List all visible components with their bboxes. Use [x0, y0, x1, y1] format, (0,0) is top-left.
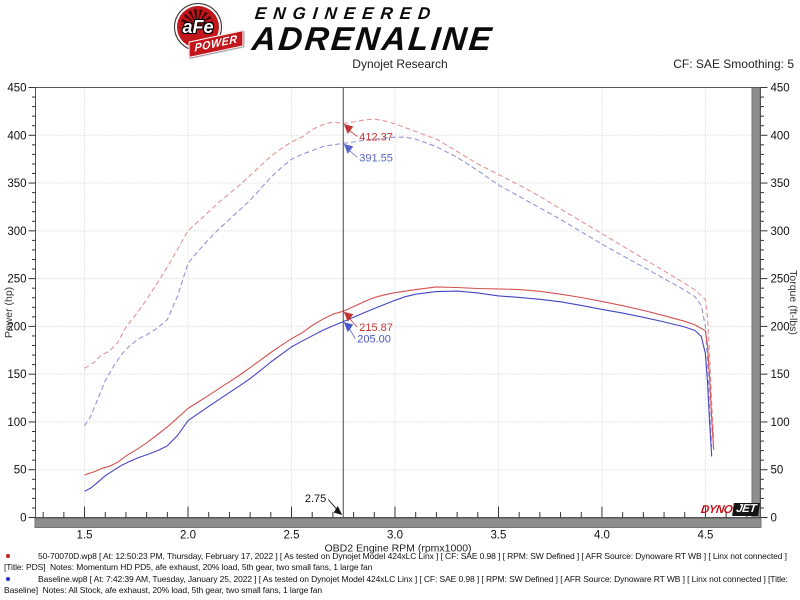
curve-1	[84, 118, 715, 440]
marker-leader	[349, 130, 358, 137]
plot-frame	[35, 87, 761, 518]
svg-text:450: 450	[771, 83, 790, 95]
svg-text:50: 50	[14, 465, 27, 477]
svg-text:2.5: 2.5	[284, 530, 300, 542]
smoothing-setting: CF: SAE Smoothing: 5	[673, 57, 794, 71]
dynojet-logo-dyno: DYNO	[700, 503, 734, 516]
svg-text:200: 200	[771, 321, 790, 333]
y-axis-title-power: Power (hp)	[3, 287, 15, 338]
cursor-arrow-icon	[343, 322, 354, 333]
plot-area	[35, 87, 761, 518]
svg-text:4.5: 4.5	[697, 530, 713, 542]
svg-text:450: 450	[7, 83, 26, 95]
cursor-value-label: 205.00	[357, 334, 391, 346]
marker-leader	[348, 317, 358, 328]
svg-text:3.0: 3.0	[387, 530, 403, 542]
svg-text:250: 250	[771, 274, 790, 286]
cursor-value-label: 412.37	[359, 131, 393, 143]
cursor-rpm-arrow-icon	[333, 506, 343, 515]
blue-run-bullet-icon	[6, 577, 10, 581]
svg-text:400: 400	[7, 130, 26, 142]
curve-3	[84, 286, 715, 476]
svg-text:1.5: 1.5	[77, 530, 93, 542]
svg-text:250: 250	[7, 274, 26, 286]
cursor-value-label: 391.55	[359, 152, 393, 164]
cursor-arrow-icon	[343, 143, 354, 154]
chart-title: Dynojet Research	[352, 57, 448, 71]
svg-text:50: 50	[771, 465, 784, 477]
svg-text:3.5: 3.5	[490, 530, 506, 542]
x-scrollbar[interactable]	[34, 518, 762, 528]
axis-tick-labels: 0 0 50 50 100 100 150 150 200 200 250 250 300 300 350 3…	[7, 83, 789, 542]
afe-logo-text: aFe	[182, 17, 214, 37]
red-run-bullet-icon	[6, 554, 10, 558]
aperture-icon	[181, 9, 213, 25]
svg-text:150: 150	[771, 369, 790, 381]
svg-text:100: 100	[7, 417, 26, 429]
cursor-arrow-icon	[343, 123, 354, 134]
y-axis-title-torque: Torque (ft-lbs)	[787, 270, 799, 335]
cursor-value-label: 215.87	[359, 322, 393, 334]
cursor-rpm-label: 2.75	[305, 493, 326, 505]
svg-text:4.0: 4.0	[594, 530, 610, 542]
legend-entry-text: Baseline.wp8 [ At: 7:42:39 AM, Tuesday, …	[4, 574, 788, 595]
svg-text:350: 350	[7, 178, 26, 190]
legend-entry-text: 50-70070D.wp8 [ At: 12:50:23 PM, Thursda…	[4, 551, 787, 572]
legend-entry-modified-run: 50-70070D.wp8 [ At: 12:50:23 PM, Thursda…	[4, 551, 796, 572]
svg-text:100: 100	[771, 417, 790, 429]
dynojet-logo: DYNO JET	[700, 503, 760, 516]
svg-text:2.0: 2.0	[180, 530, 196, 542]
curve-2	[84, 136, 713, 447]
marker-leader	[349, 150, 358, 158]
svg-text:350: 350	[771, 178, 790, 190]
svg-text:150: 150	[7, 369, 26, 381]
legend-entry-baseline-run: Baseline.wp8 [ At: 7:42:39 AM, Tuesday, …	[4, 574, 796, 595]
svg-text:0: 0	[20, 513, 26, 525]
cursor-arrow-icon	[343, 311, 354, 322]
svg-text:200: 200	[7, 321, 26, 333]
x-axis-title: OBD2 Engine RPM (rpmx1000)	[324, 543, 471, 555]
svg-text:300: 300	[771, 226, 790, 238]
svg-text:300: 300	[7, 226, 26, 238]
curve-4	[84, 290, 713, 492]
svg-text:0: 0	[771, 513, 777, 525]
gridlines	[35, 87, 761, 518]
marker-leader	[348, 328, 356, 339]
y-scrollbar[interactable]	[751, 87, 761, 518]
svg-text:400: 400	[771, 130, 790, 142]
afe-power-logo: aFe POWER	[166, 2, 258, 59]
dynojet-logo-jet: JET	[732, 503, 760, 516]
run-legend: 50-70070D.wp8 [ At: 12:50:23 PM, Thursda…	[0, 551, 800, 597]
